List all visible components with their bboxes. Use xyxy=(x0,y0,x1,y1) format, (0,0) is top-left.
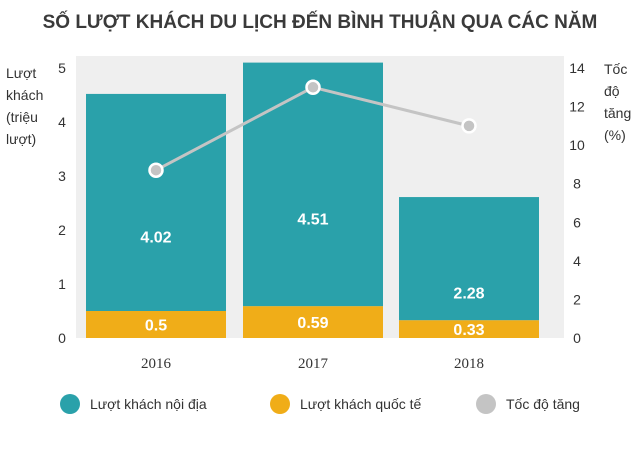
y-right-title-line: (%) xyxy=(604,127,626,143)
y-right-title-line: Tốc xyxy=(604,61,628,77)
y-right-tick-label: 14 xyxy=(569,60,585,76)
data-label-international: 0.33 xyxy=(453,322,484,339)
y-right-tick-label: 2 xyxy=(573,291,581,307)
y-left-tick-label: 2 xyxy=(58,222,66,238)
legend-item-domestic: Lượt khách nội địa xyxy=(60,394,207,414)
data-label-domestic: 4.51 xyxy=(297,211,328,228)
growth-point xyxy=(461,118,477,134)
y-left-tick-label: 1 xyxy=(58,276,66,292)
y-right-tick-label: 6 xyxy=(573,214,581,230)
data-label-international: 0.5 xyxy=(145,318,167,335)
y-left-title-line: lượt) xyxy=(6,131,37,147)
y-left-tick-label: 4 xyxy=(58,114,66,130)
y-right-title-line: độ xyxy=(604,83,620,99)
legend-item-international: Lượt khách quốc tế xyxy=(270,394,421,414)
bar-domestic xyxy=(399,197,539,321)
chart-title: SỐ LƯỢT KHÁCH DU LỊCH ĐẾN BÌNH THUẬN QUA… xyxy=(42,12,598,33)
y-left-axis-title: Lượt khách (triệu lượt) xyxy=(6,62,54,150)
y-right-title-line: tăng xyxy=(604,105,632,121)
data-label-domestic: 2.28 xyxy=(453,286,484,303)
legend-swatch-domestic xyxy=(60,394,80,414)
y-left-title-line: (triệu xyxy=(6,109,38,125)
legend-swatch-international xyxy=(270,394,290,414)
y-left-title-line: khách xyxy=(6,87,44,103)
x-tick-label: 2016 xyxy=(141,356,172,372)
x-tick-label: 2018 xyxy=(454,356,484,372)
legend-label-domestic: Lượt khách nội địa xyxy=(90,396,207,412)
y-left-title-line: Lượt xyxy=(6,65,37,81)
growth-point xyxy=(305,79,321,96)
legend-label-international: Lượt khách quốc tế xyxy=(300,396,422,412)
bar-international xyxy=(243,306,383,338)
bar-domestic xyxy=(86,93,226,311)
y-right-tick-label: 10 xyxy=(569,137,585,153)
y-right-tick-label: 12 xyxy=(569,99,585,115)
y-right-axis-title: Tốc độ tăng (%) xyxy=(604,58,638,146)
bar-international xyxy=(86,311,226,338)
data-label-international: 0.59 xyxy=(297,315,328,332)
x-tick-label: 2017 xyxy=(298,356,329,372)
y-right-tick-label: 8 xyxy=(573,176,581,192)
y-right-tick-label: 4 xyxy=(573,253,581,269)
legend-item-growth: Tốc độ tăng xyxy=(476,394,580,414)
legend-label-growth: Tốc độ tăng xyxy=(506,396,580,412)
data-label-domestic: 4.02 xyxy=(140,229,171,246)
bar-domestic xyxy=(243,62,383,307)
growth-point xyxy=(148,162,164,178)
legend-swatch-growth xyxy=(476,394,496,414)
chart-legend: Lượt khách nội địa Lượt khách quốc tế Tố… xyxy=(0,394,640,418)
y-left-tick-label: 3 xyxy=(58,168,66,184)
y-left-tick-label: 5 xyxy=(58,60,66,76)
y-left-tick-label: 0 xyxy=(58,330,66,346)
bar-international xyxy=(399,320,539,338)
y-right-tick-label: 0 xyxy=(573,330,581,346)
